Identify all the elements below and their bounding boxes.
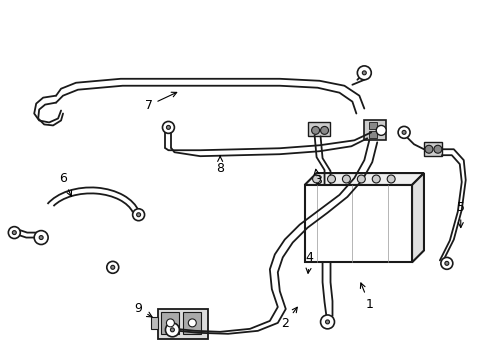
Circle shape [433, 145, 441, 153]
Circle shape [362, 71, 366, 75]
Circle shape [8, 227, 20, 239]
Bar [304, 185, 411, 262]
Bar [307, 122, 329, 136]
Bar [368, 122, 376, 129]
Circle shape [325, 320, 329, 324]
Circle shape [371, 175, 380, 183]
Circle shape [424, 145, 432, 153]
Circle shape [170, 328, 174, 332]
Polygon shape [304, 173, 423, 185]
Bar [161, 312, 179, 334]
Circle shape [327, 175, 335, 183]
Bar [158, 309, 208, 339]
Text: 3: 3 [313, 169, 321, 186]
Circle shape [132, 209, 144, 221]
Circle shape [386, 175, 394, 183]
Circle shape [106, 261, 119, 273]
Circle shape [357, 66, 370, 80]
Bar [368, 131, 376, 138]
Circle shape [444, 261, 448, 265]
Circle shape [111, 265, 115, 269]
Circle shape [375, 125, 386, 135]
Bar [364, 121, 386, 140]
Circle shape [312, 175, 320, 183]
Circle shape [136, 213, 141, 217]
Bar [150, 317, 158, 329]
Circle shape [397, 126, 409, 138]
Text: 5: 5 [456, 201, 464, 228]
Circle shape [342, 175, 350, 183]
Circle shape [320, 315, 334, 329]
Circle shape [401, 130, 405, 134]
Text: 7: 7 [144, 92, 176, 112]
Circle shape [34, 231, 48, 244]
Text: 1: 1 [360, 283, 372, 311]
Circle shape [165, 323, 179, 337]
Text: 6: 6 [59, 171, 71, 196]
Circle shape [162, 121, 174, 133]
Text: 4: 4 [305, 251, 313, 273]
Bar [423, 142, 441, 156]
Circle shape [320, 126, 328, 134]
Circle shape [39, 235, 43, 239]
Bar [183, 312, 201, 334]
Circle shape [311, 126, 319, 134]
Circle shape [166, 125, 170, 129]
Circle shape [188, 319, 196, 327]
Circle shape [12, 231, 16, 235]
Polygon shape [411, 173, 423, 262]
Text: 2: 2 [280, 307, 297, 330]
Text: 8: 8 [216, 156, 224, 175]
Text: 9: 9 [134, 302, 152, 317]
Circle shape [357, 175, 365, 183]
Circle shape [440, 257, 452, 269]
Circle shape [166, 319, 174, 327]
